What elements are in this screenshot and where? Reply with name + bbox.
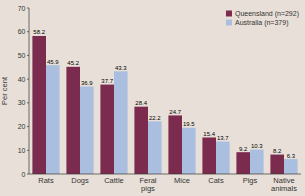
bar [46, 65, 60, 174]
data-label: 9.2 [239, 146, 248, 152]
legend-label: Queensland (n=292) [235, 10, 299, 18]
bar [66, 67, 80, 174]
data-label: 15.4 [203, 131, 215, 137]
y-tick [27, 150, 29, 151]
x-tick-label: Pigs [243, 176, 258, 185]
legend-swatch [226, 20, 232, 26]
x-tick-label: Mice [174, 176, 190, 185]
bar [182, 128, 196, 174]
x-axis-line [29, 174, 301, 175]
bar [284, 159, 298, 174]
data-label: 45.9 [47, 59, 59, 65]
bar [32, 36, 46, 174]
bar [202, 137, 216, 174]
data-label: 37.7 [101, 78, 113, 84]
data-label: 6.3 [287, 153, 296, 159]
data-label: 36.9 [81, 80, 93, 86]
x-tick-label: Feralpigs [139, 176, 156, 193]
y-tick [27, 31, 29, 32]
bar [80, 86, 94, 174]
y-tick-label: 40 [18, 76, 26, 83]
data-label: 24.7 [169, 109, 181, 115]
y-tick-label: 50 [18, 52, 26, 59]
bar [216, 142, 230, 174]
y-tick-label: 70 [18, 5, 26, 12]
legend-label: Australia (n=379) [235, 19, 289, 27]
x-tick-label: Nativeanimals [271, 176, 297, 193]
x-tick-label: Cats [208, 176, 224, 185]
x-tick-label: Cattle [104, 176, 124, 185]
y-tick [27, 126, 29, 127]
x-tick-label: Dogs [71, 176, 89, 185]
y-tick-label: 0 [22, 171, 26, 178]
y-axis-line [29, 8, 30, 174]
bars [32, 36, 297, 174]
data-label: 45.2 [67, 60, 79, 66]
bar [148, 121, 162, 174]
data-label: 22.2 [149, 115, 161, 121]
y-tick [27, 102, 29, 103]
y-tick-label: 20 [18, 123, 26, 130]
y-axis-label: Per cent [0, 76, 9, 105]
y-tick [27, 8, 29, 9]
y-tick-label: 10 [18, 147, 26, 154]
y-tick-label: 30 [18, 99, 26, 106]
y-tick [27, 55, 29, 56]
bar [100, 85, 114, 174]
data-label: 13.7 [217, 135, 229, 141]
x-tick-label: Rats [38, 176, 54, 185]
y-tick-label: 60 [18, 28, 26, 35]
data-label: 19.5 [183, 121, 195, 127]
bar [236, 152, 250, 174]
y-tick [27, 174, 29, 175]
bar [250, 150, 264, 174]
data-label: 10.3 [251, 143, 263, 149]
background [0, 0, 305, 196]
data-label: 8.2 [273, 148, 282, 154]
bar [134, 107, 148, 174]
chart: 58.2 45.2 37.7 28.4 24.7 15.4 9.2 8.2 45.9 36.9 43… [0, 0, 305, 196]
bar [114, 71, 128, 174]
bar [270, 155, 284, 174]
legend: Queensland (n=292)Australia (n=379) [226, 10, 299, 27]
data-label: 43.3 [115, 65, 127, 71]
bar [168, 115, 182, 174]
data-label: 28.4 [135, 100, 147, 106]
y-tick [27, 79, 29, 80]
data-label: 58.2 [33, 29, 45, 35]
legend-swatch [226, 11, 232, 17]
